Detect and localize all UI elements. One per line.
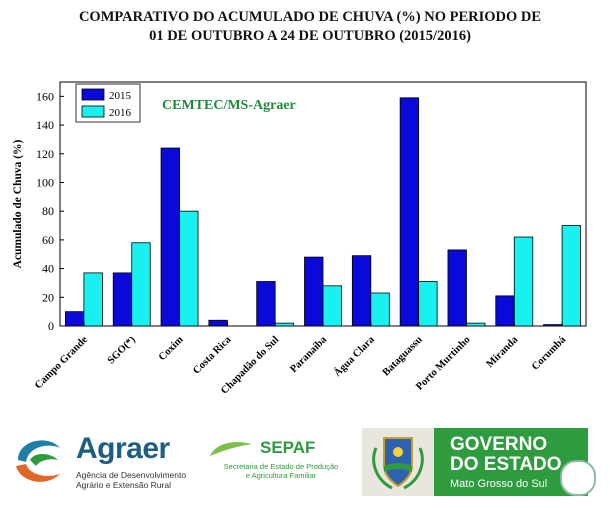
x-tick-label: Paranaíba: [288, 334, 329, 375]
bar-2016: [131, 242, 151, 327]
x-tick-label: Água Clara: [332, 333, 378, 379]
bar-2015: [256, 281, 276, 327]
chart-annotation: CEMTEC/MS-Agraer: [162, 98, 296, 113]
bar-2016: [513, 236, 534, 327]
bar-2015: [543, 324, 563, 327]
agraer-logo: Agraer Agência de Desenvolvimento Agrári…: [8, 430, 198, 492]
y-tick-label: 100: [36, 175, 54, 189]
bar-2016: [179, 210, 199, 327]
y-tick-label: 60: [42, 233, 54, 247]
bar-2015: [351, 255, 372, 327]
bar-2015: [399, 97, 420, 327]
bar-2015: [304, 256, 324, 327]
bar-2016: [466, 322, 486, 327]
y-tick-label: 40: [42, 262, 54, 276]
chart-title: COMPARATIVO DO ACUMULADO DE CHUVA (%) NO…: [40, 8, 580, 46]
chart-title-line-2: 01 DE OUTUBRO A 24 DE OUTUBRO (2015/2016…: [149, 28, 471, 44]
x-tick-label: Campo Grande: [33, 334, 90, 391]
legend-label-2015: 2015: [109, 90, 132, 102]
y-tick-label: 0: [48, 319, 54, 333]
agraer-swirl-icon: [16, 440, 60, 482]
bar-2016: [370, 292, 390, 327]
y-tick-label: 160: [36, 89, 54, 103]
bar-2015: [160, 147, 180, 327]
bar-2015: [447, 249, 467, 327]
y-tick-label: 140: [36, 118, 54, 132]
bar-2015: [112, 272, 133, 327]
y-tick-label: 80: [42, 204, 54, 218]
footer-logos: Agraer Agência de Desenvolvimento Agrári…: [0, 420, 610, 508]
x-tick-label: Miranda: [485, 334, 521, 370]
x-tick-label: Bataguassu: [381, 334, 425, 378]
x-tick-label: Costa Rica: [191, 334, 234, 377]
bar-2015: [495, 295, 515, 327]
bar-2016: [561, 225, 581, 327]
sepaf-logo: SEPAF Secretaria de Estado de Produção e…: [206, 438, 356, 488]
x-tick-label: Corumbá: [530, 334, 569, 373]
agraer-name: Agraer: [76, 432, 170, 465]
x-tick-label: SGO(*): [106, 334, 138, 366]
bar-chart: 0 20 40 60 80 100 120 140 160 Acumulado de Chuva …: [12, 81, 587, 397]
sepaf-leaf-icon: [210, 442, 252, 456]
bar-2016: [274, 322, 295, 327]
y-tick-label: 120: [36, 147, 54, 161]
state-coat-of-arms-icon: [362, 428, 434, 496]
sepaf-name: SEPAF: [260, 438, 316, 457]
governo-logo: GOVERNO DO ESTADO Mato Grosso do Sul: [362, 428, 588, 496]
x-tick-label: Coxim: [157, 334, 186, 363]
governo-line-2: DO ESTADO: [450, 454, 562, 475]
y-axis-label: Acumulado de Chuva (%): [12, 139, 24, 268]
y-tick-label: 20: [42, 290, 54, 304]
bar-2015: [65, 311, 85, 327]
governo-line-3: Mato Grosso do Sul: [450, 478, 548, 490]
governo-line-1: GOVERNO: [450, 434, 548, 455]
legend-swatch-2015: [81, 88, 105, 101]
e-badge-icon: [560, 460, 596, 496]
bar-2015: [208, 319, 228, 327]
legend-swatch-2016: [81, 105, 105, 118]
bar-2016: [418, 281, 438, 327]
sepaf-subtitle: Secretaria de Estado de Produção e Agric…: [223, 462, 339, 480]
bar-2016: [83, 272, 103, 327]
chart-title-line-1: COMPARATIVO DO ACUMULADO DE CHUVA (%) NO…: [78, 9, 542, 25]
agraer-subtitle: Agência de Desenvolvimento Agrário e Ext…: [76, 470, 187, 490]
legend-label-2016: 2016: [109, 107, 132, 119]
bar-2016: [322, 285, 342, 327]
